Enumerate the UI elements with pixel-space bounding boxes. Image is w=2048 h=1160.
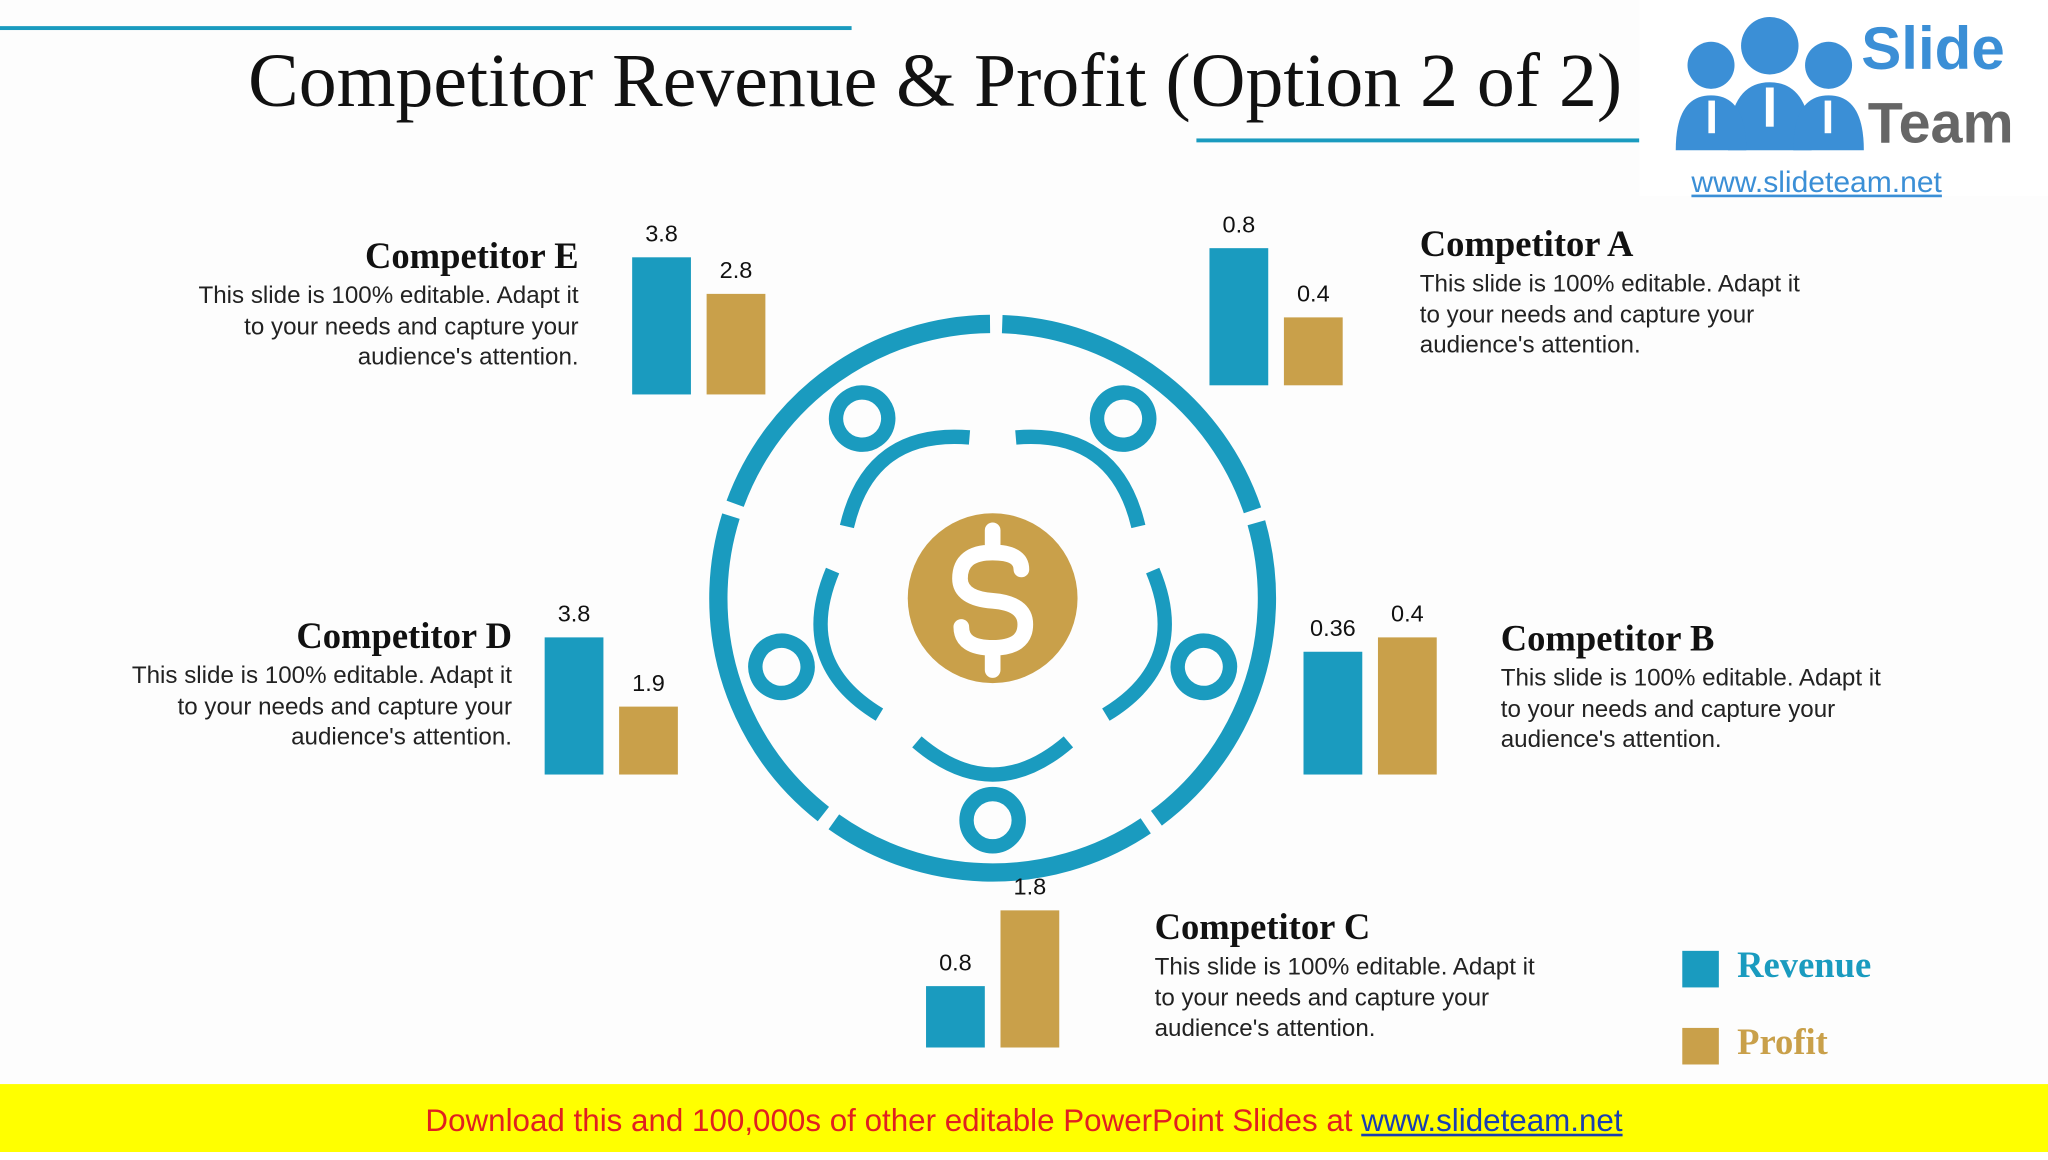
value-label: 0.4 <box>1296 280 1330 307</box>
value-label: 1.9 <box>632 669 665 696</box>
slide-title: Competitor Revenue & Profit (Option 2 of… <box>248 37 1623 123</box>
bar <box>706 293 766 395</box>
bar <box>1283 316 1343 386</box>
bar <box>1377 637 1437 775</box>
competitor-text: This slide is 100% editable. Adapt it to… <box>131 660 512 750</box>
logo-icon <box>1675 16 1864 151</box>
value-label: 3.8 <box>557 600 591 627</box>
value-label: 0.4 <box>1390 600 1424 627</box>
deco-line <box>0 26 852 31</box>
bar <box>619 705 678 775</box>
logo: Slide Team www.slideteam.net <box>1639 0 2048 199</box>
footer-link[interactable]: www.slideteam.net <box>1361 1103 1623 1139</box>
legend-label: Profit <box>1737 1022 1828 1064</box>
bar <box>544 637 604 775</box>
bar <box>632 257 691 395</box>
competitor-title: Competitor D <box>296 616 512 657</box>
competitor-title: Competitor B <box>1500 619 1715 660</box>
footer-text: Download this and 100,000s of other edit… <box>425 1103 1353 1139</box>
value-label: 2.8 <box>719 256 753 283</box>
legend-label: Revenue <box>1737 945 1872 987</box>
deco-line <box>1196 138 2048 143</box>
legend-swatch <box>1682 950 1719 988</box>
bar <box>1209 248 1269 386</box>
center-graphic <box>709 314 1277 882</box>
bar <box>1303 651 1363 775</box>
logo-text: Team <box>1867 91 2014 156</box>
bar <box>1000 910 1060 1048</box>
competitor-title: Competitor C <box>1154 907 1371 949</box>
footer: Download this and 100,000s of other edit… <box>0 1084 2048 1152</box>
competitor-title: Competitor E <box>364 236 579 277</box>
value-label: 3.8 <box>645 220 678 247</box>
legend-swatch <box>1682 1027 1719 1065</box>
value-label: 0.8 <box>1222 211 1256 238</box>
value-label: 1.8 <box>1013 873 1047 900</box>
competitor-text: This slide is 100% editable. Adapt it to… <box>1154 952 1535 1041</box>
competitor-text: This slide is 100% editable. Adapt it to… <box>1419 269 1800 358</box>
competitor-text: This slide is 100% editable. Adapt it to… <box>198 280 579 370</box>
logo-text: Slide <box>1861 14 2005 83</box>
value-label: 0.36 <box>1309 614 1356 641</box>
competitor-title: Competitor A <box>1419 224 1634 266</box>
bar <box>926 986 985 1048</box>
competitor-text: This slide is 100% editable. Adapt it to… <box>1500 663 1881 753</box>
logo-url[interactable]: www.slideteam.net <box>1691 164 1942 199</box>
value-label: 0.8 <box>939 949 972 977</box>
